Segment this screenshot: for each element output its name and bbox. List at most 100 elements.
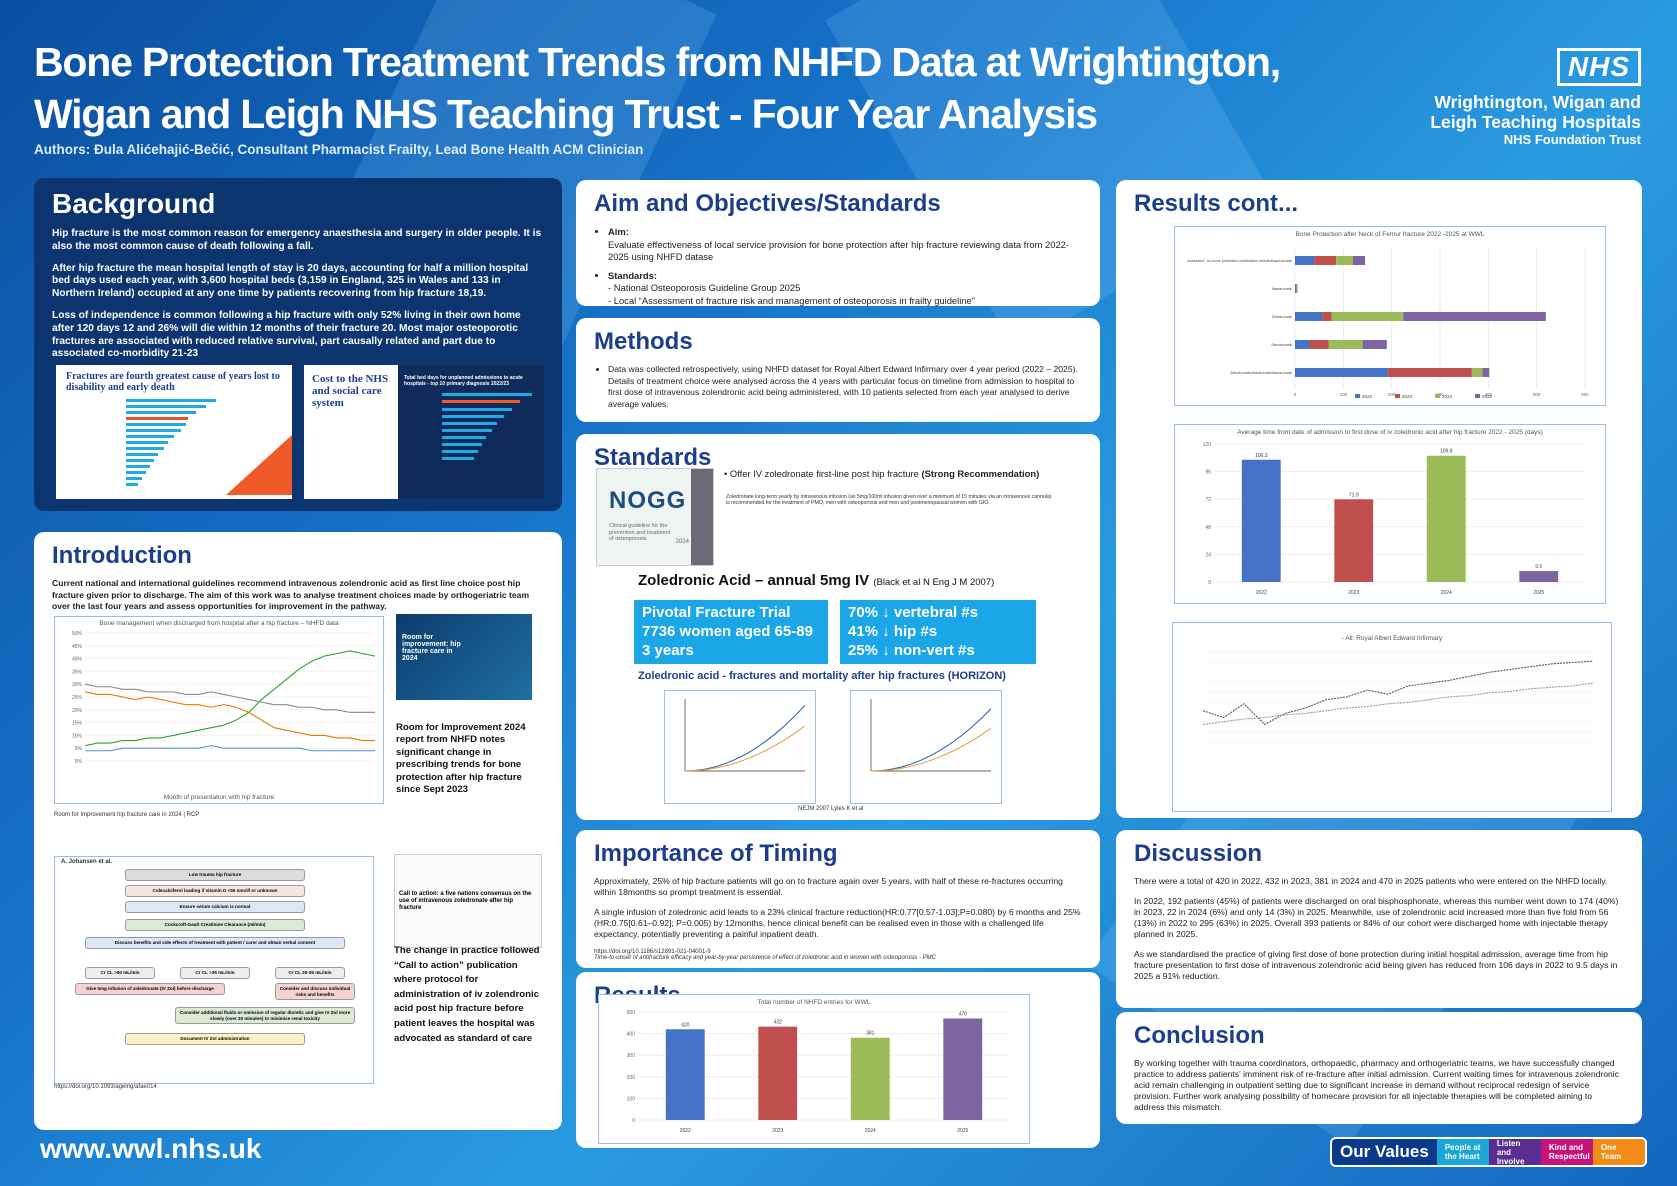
website-link[interactable]: www.wwl.nhs.uk [40, 1133, 262, 1164]
category-label: 2022 [1256, 590, 1267, 596]
cost-figure-title: Cost to the NHS and social care system [312, 373, 389, 409]
flow-node: Consider and discuss individual risks an… [275, 983, 355, 1000]
zoledronic-heading: Zoledronic Acid – annual 5mg IV (Black e… [638, 572, 995, 589]
series-line [1202, 682, 1594, 725]
flow-node: Ensure serum calcium is normal [125, 901, 305, 913]
tick-label: 10% [72, 733, 83, 739]
call-to-action-paper: Call to action: a five nations consensus… [394, 854, 542, 948]
value-kind: Kind and Respectful [1540, 1139, 1593, 1165]
legend-swatch [1435, 394, 1440, 398]
bar [1241, 459, 1281, 582]
bar [665, 1029, 705, 1120]
tick-label: 400 [627, 1032, 636, 1038]
rae-infirmary-line-chart: - All: Royal Albert Edward Infirmary [1172, 622, 1612, 812]
conclusion-text: By working together with trauma coordina… [1134, 1058, 1620, 1112]
timing-paragraph: Approximately, 25% of hip fracture patie… [594, 876, 1063, 897]
rcp-report-cover: Room for improvement: hip fracture care … [396, 614, 532, 700]
background-panel: Background Hip fracture is the most comm… [34, 178, 562, 511]
tick-label: 0 [1294, 392, 1297, 397]
title-line-2: Wigan and Leigh NHS Teaching Trust - Fou… [34, 91, 1098, 137]
tick-label: 72 [1205, 497, 1211, 503]
standards-panel: Standards NOGG Clinical guideline for th… [576, 434, 1100, 820]
aim-panel: Aim and Objectives/Standards Aim:Evaluat… [576, 180, 1100, 306]
tick-label: 45% [72, 644, 83, 650]
values-title: Our Values [1332, 1139, 1437, 1165]
series-line [85, 745, 375, 752]
time-to-dose-chart: Average time from date of admission to f… [1174, 424, 1606, 604]
bar [943, 1018, 983, 1120]
our-values-banner: Our Values People at the Heart Listen an… [1330, 1137, 1647, 1167]
legend-label: 2024 [1442, 394, 1453, 399]
flow-node: Colecalciferol loading if vitamin D <50 … [125, 885, 305, 897]
methods-text: Data was collected retrospectively, usin… [608, 364, 1082, 410]
series-line [84, 650, 376, 747]
paper-title: Call to action: a five nations consensus… [399, 891, 532, 911]
bar-segment [1482, 368, 1490, 377]
category-label: Assessed - no bone protection medication… [1187, 259, 1292, 263]
placebo-curve [684, 704, 806, 772]
conclusion-heading: Conclusion [1134, 1022, 1265, 1049]
disability-figure-title: Fractures are fourth greatest cause of y… [66, 371, 280, 393]
disability-bars [126, 399, 292, 495]
tick-label: 600 [1581, 392, 1589, 397]
trust-name-line3: NHS Foundation Trust [1503, 132, 1641, 147]
bar-segment [1295, 256, 1315, 265]
category-label: 2023 [772, 1128, 783, 1134]
timing-reference: Time-to-onset of antifracture efficacy a… [594, 955, 936, 961]
tick-label: 50% [72, 631, 83, 637]
category-label: Zoledronate [1272, 315, 1292, 319]
poster-title: Bone Protection Treatment Trends from NH… [34, 36, 1334, 140]
trust-name-line1: Wrightington, Wigan and [1434, 92, 1641, 112]
bar-segment [1331, 312, 1404, 321]
tick-label: 35% [72, 669, 83, 675]
tick-label: 48 [1205, 525, 1211, 531]
nhs-logo: NHS Wrightington, Wigan and Leigh Teachi… [1430, 48, 1641, 147]
bar-segment [1403, 312, 1546, 321]
flow-node: Cr CL >50 mL/min [85, 967, 155, 979]
time-to-dose-title: Average time from date of admission to f… [1237, 429, 1543, 436]
aim-heading: Aim and Objectives/Standards [594, 190, 941, 217]
legend-label: 2023 [1402, 394, 1413, 399]
km-curve-fracture [664, 690, 816, 804]
timing-heading: Importance of Timing [594, 840, 838, 867]
flow-node: Cr CL 30-35 mL/min [275, 967, 345, 979]
background-paragraph: After hip fracture the mean hospital len… [52, 262, 529, 300]
tick-label: 30% [72, 682, 83, 688]
data-label: 109.8 [1440, 449, 1453, 455]
nhfd-entries-title: Total number of NHFD entries for WWL [757, 999, 871, 1006]
bar-segment [1295, 312, 1323, 321]
tick-label: 300 [627, 1053, 636, 1059]
tick-label: 0 [632, 1118, 635, 1124]
nhfd-entries-chart: Total number of NHFD entries for WWL 0 10… [598, 994, 1030, 1144]
bone-protection-stacked-chart: Bone Protection after Neck of Femur frac… [1174, 226, 1606, 406]
nhfd-line-plot: 0% 5% 10% 15% 20% 25% 30% 35% 40% 45% 50% [72, 631, 376, 765]
data-label: 9.5 [1535, 564, 1542, 570]
flow-node: Consider additional fluids or omission o… [175, 1007, 355, 1024]
zoledronate-flowchart: A. Johansen et al. Low trauma hip fractu… [54, 856, 374, 1084]
methods-heading: Methods [594, 328, 693, 355]
nhs-logo-mark: NHS [1556, 48, 1641, 86]
tick-label: 500 [1533, 392, 1541, 397]
standard-2: - Local “Assessment of fracture risk and… [608, 294, 975, 306]
category-label: Denosumab [1272, 343, 1292, 347]
introduction-paragraph: Current national and international guide… [52, 578, 530, 611]
standards-item: Standards: - National Osteoporosis Guide… [608, 270, 1082, 307]
tick-label: 25% [72, 695, 83, 701]
bar-segment [1314, 256, 1337, 265]
legend-label: 2022 [1362, 394, 1373, 399]
tick-label: 96 [1205, 470, 1211, 476]
guideline-text: Zoledronate long-term yearly by intraven… [726, 494, 1052, 507]
tick-label: 120 [1203, 442, 1212, 448]
background-heading: Background [52, 188, 216, 219]
rcp-report-title: Room for improvement: hip fracture care … [402, 634, 461, 662]
tick-label: 400 [1485, 392, 1493, 397]
rae-line-plot [1202, 651, 1594, 753]
data-label: 71.9 [1349, 492, 1359, 498]
flow-node: Cr CL >35 mL/min [180, 967, 250, 979]
nhfd-entries-plot: 0 100 200 300 400 500 2022 420 2023 432 2024 381 202… [627, 1010, 1009, 1134]
tick-label: 15% [72, 721, 83, 727]
bar-segment [1328, 340, 1363, 349]
series-line [84, 691, 375, 742]
standard-1: - National Osteoporosis Guideline Group … [608, 282, 801, 293]
flowchart-doi: https://doi.org/10.1093/ageing/afae014 [54, 1084, 157, 1090]
